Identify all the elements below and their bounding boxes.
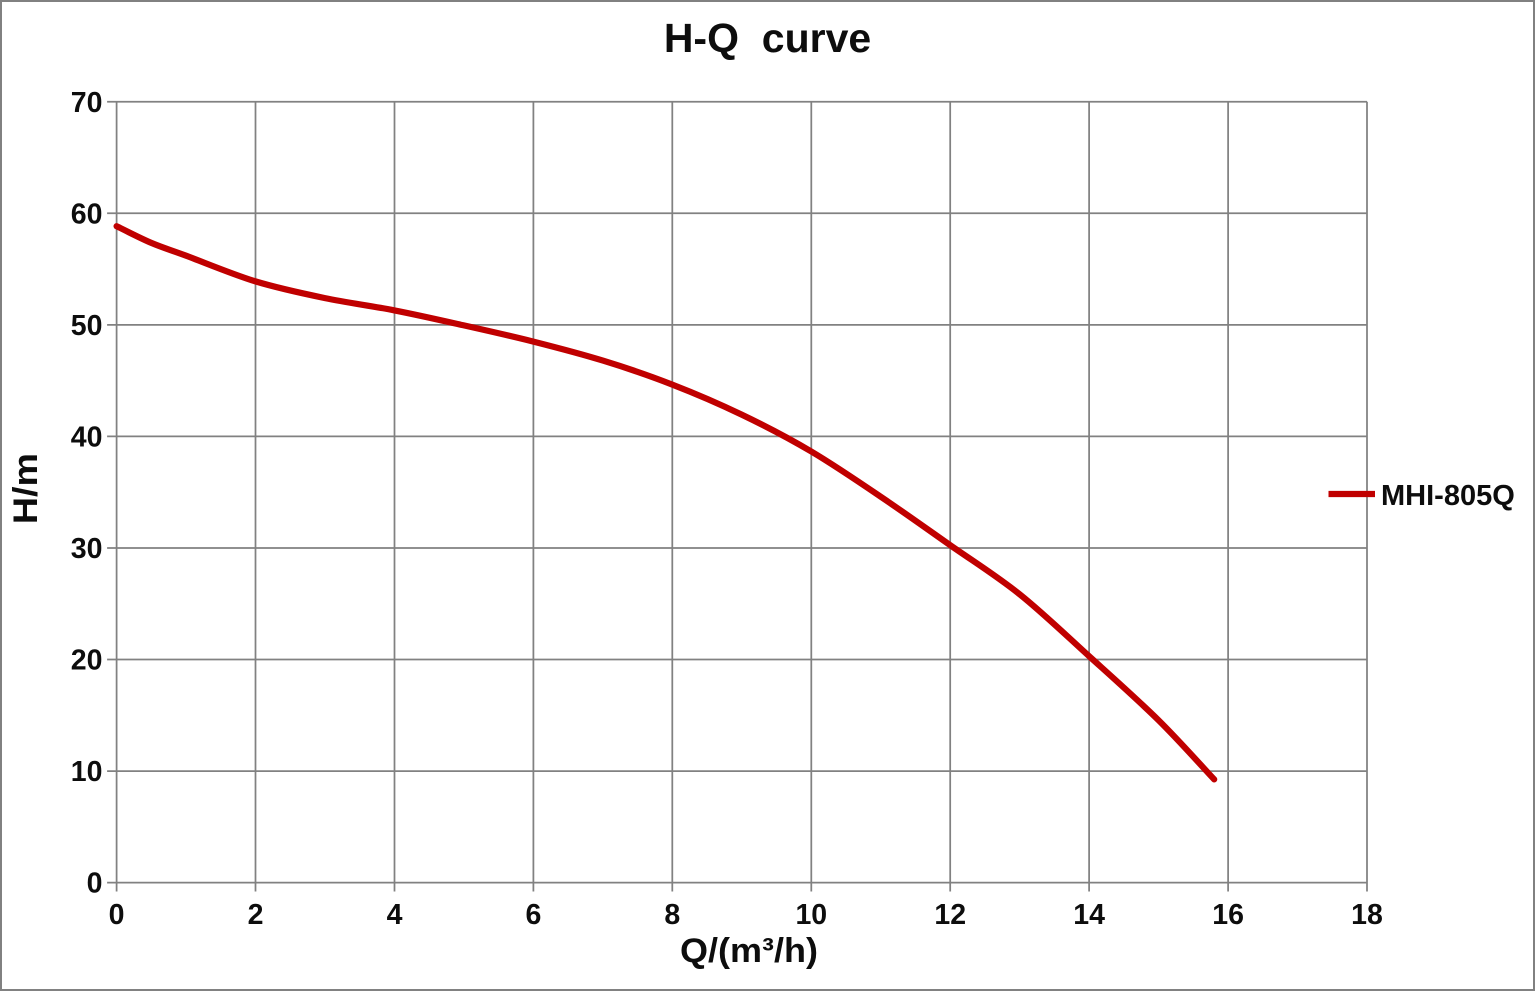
svg-text:Q/(m³/h): Q/(m³/h) bbox=[680, 932, 818, 970]
svg-text:12: 12 bbox=[934, 899, 966, 931]
svg-text:MHI-805Q: MHI-805Q bbox=[1381, 480, 1515, 512]
svg-text:0: 0 bbox=[87, 868, 103, 900]
svg-text:10: 10 bbox=[71, 756, 103, 788]
svg-text:H-Q curve: H-Q curve bbox=[664, 15, 871, 61]
svg-text:14: 14 bbox=[1073, 899, 1105, 931]
svg-text:8: 8 bbox=[664, 899, 680, 931]
svg-text:70: 70 bbox=[71, 87, 103, 119]
svg-text:6: 6 bbox=[525, 899, 541, 931]
svg-text:40: 40 bbox=[71, 421, 103, 453]
svg-text:60: 60 bbox=[71, 198, 103, 230]
svg-text:50: 50 bbox=[71, 310, 103, 342]
svg-text:30: 30 bbox=[71, 533, 103, 565]
svg-text:4: 4 bbox=[387, 899, 403, 931]
svg-text:H/m: H/m bbox=[7, 453, 45, 524]
svg-text:16: 16 bbox=[1212, 899, 1244, 931]
svg-text:0: 0 bbox=[109, 899, 125, 931]
svg-text:2: 2 bbox=[248, 899, 264, 931]
svg-text:18: 18 bbox=[1351, 899, 1383, 931]
svg-text:10: 10 bbox=[795, 899, 827, 931]
svg-text:20: 20 bbox=[71, 645, 103, 677]
